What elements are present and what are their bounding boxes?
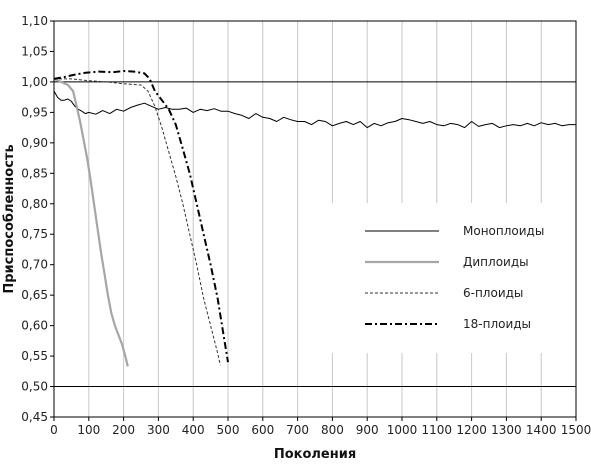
x-tick-label: 1500	[561, 423, 591, 437]
legend-label: Моноплоиды	[463, 224, 544, 238]
x-tick-label: 900	[356, 423, 379, 437]
y-axis-ticks: 0,45 0,50 0,55 0,60 0,65 0,70 0,75 0,80 0,85 0,90…	[21, 14, 54, 424]
y-tick-label: 0,60	[21, 319, 48, 333]
plot-frame	[53, 20, 577, 418]
x-tick-label: 700	[286, 423, 309, 437]
x-axis-label: Поколения	[274, 447, 356, 462]
x-tick-label: 300	[147, 423, 170, 437]
y-tick-label: 0,55	[21, 349, 48, 363]
y-tick-label: 0,75	[21, 227, 48, 241]
y-tick-label: 1,10	[21, 14, 48, 28]
y-tick-label: 0,45	[21, 410, 48, 424]
x-tick-label: 1000	[387, 423, 418, 437]
legend-label: 6-плоиды	[463, 286, 523, 300]
x-tick-label: 100	[77, 423, 100, 437]
y-tick-label: 0,95	[21, 105, 48, 119]
y-tick-label: 0,90	[21, 136, 48, 150]
series-line	[53, 70, 229, 363]
x-axis-ticks: 0 100 200 300 400 500 600 700 800 900 1000 1100 1200…	[50, 417, 591, 437]
series-line	[53, 90, 576, 129]
x-tick-label: 200	[112, 423, 135, 437]
legend-box	[331, 203, 575, 353]
y-tick-label: 0,70	[21, 258, 48, 272]
series-line	[54, 78, 221, 366]
y-tick-label: 1,00	[21, 75, 48, 89]
x-tick-label: 600	[251, 423, 274, 437]
series-group	[53, 70, 576, 367]
y-tick-label: 0,85	[21, 166, 48, 180]
y-tick-label: 0,80	[21, 197, 48, 211]
x-tick-label: 500	[217, 423, 240, 437]
x-tick-label: 800	[321, 423, 344, 437]
x-tick-label: 1400	[526, 423, 557, 437]
y-tick-label: 1,05	[21, 44, 48, 58]
y-tick-label: 0,65	[21, 288, 48, 302]
series-line	[53, 77, 129, 367]
x-tick-label: 1200	[456, 423, 487, 437]
x-tick-label: 0	[50, 423, 58, 437]
y-axis-label: Приспособленность	[2, 144, 17, 293]
x-tick-label: 1300	[491, 423, 522, 437]
legend: Моноплоиды Диплоиды 6-плоиды 18-плоиды	[365, 224, 544, 331]
reference-lines	[54, 81, 576, 388]
y-tick-label: 0,50	[21, 380, 48, 394]
x-tick-label: 400	[182, 423, 205, 437]
legend-label: 18-плоиды	[463, 317, 531, 331]
legend-label: Диплоиды	[463, 255, 529, 269]
x-tick-label: 1100	[422, 423, 453, 437]
